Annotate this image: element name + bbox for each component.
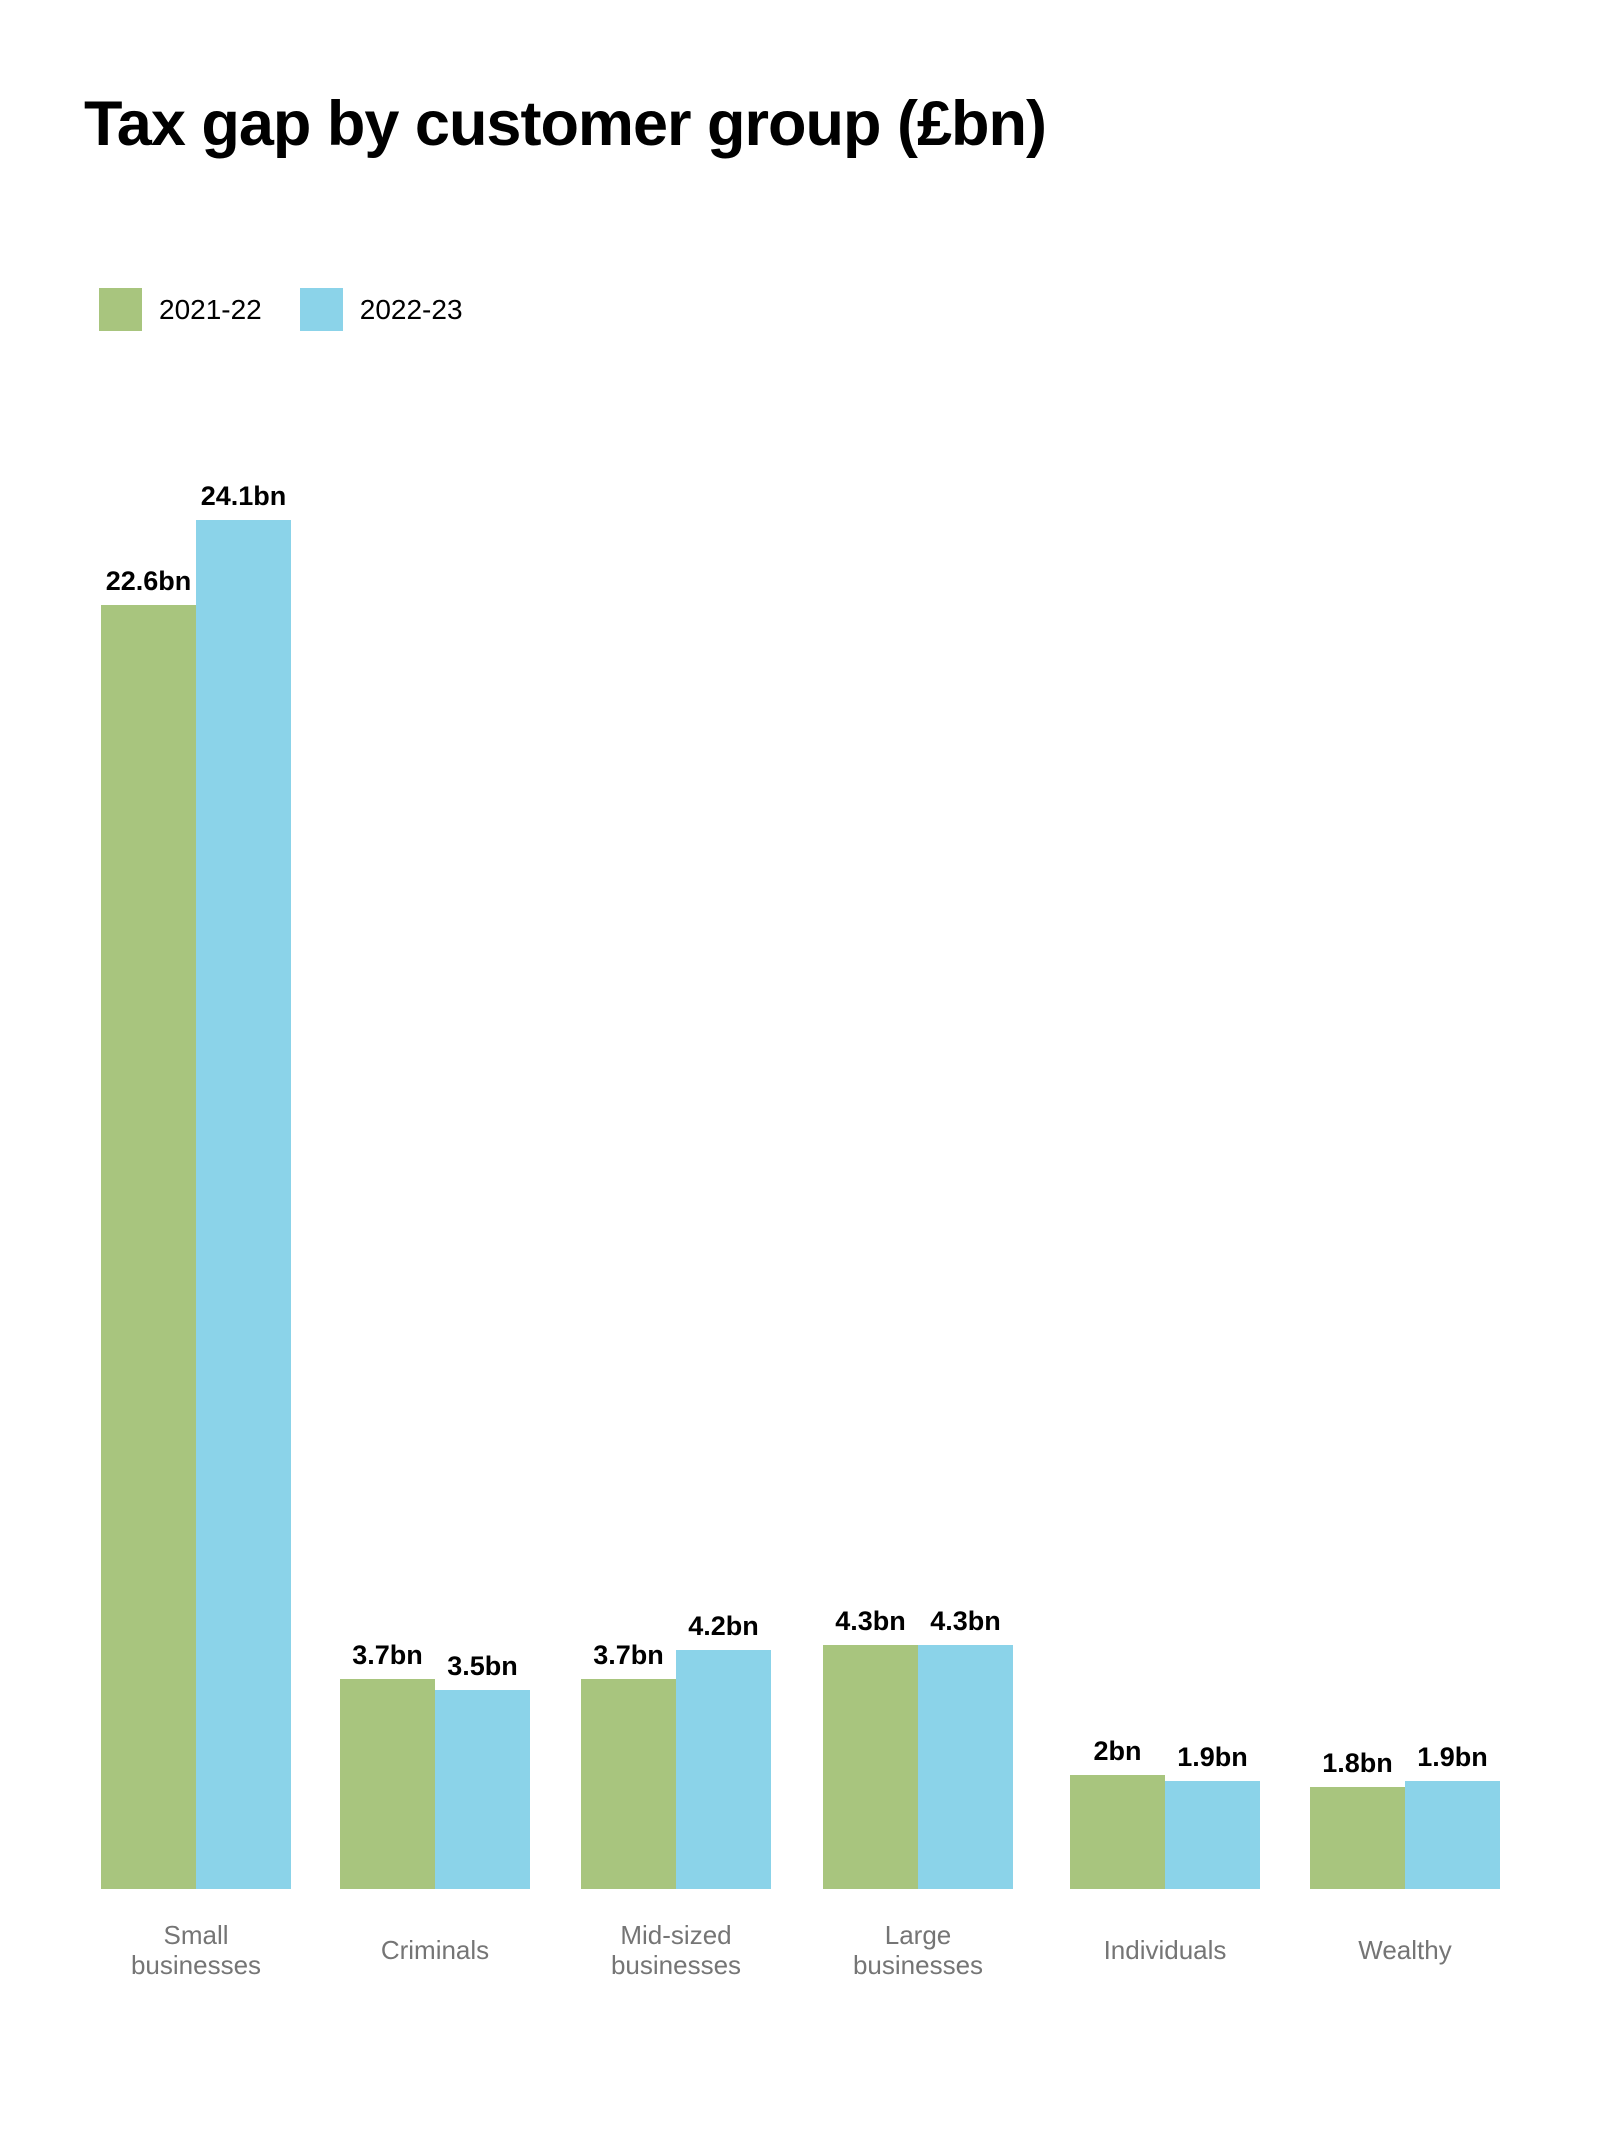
bar-value-label: 22.6bn — [105, 566, 192, 596]
bar-value-label: 24.1bn — [200, 481, 287, 511]
bar-mid-sized-businesses-2022-23 — [676, 1650, 771, 1889]
bar-small-businesses-2021-22 — [101, 605, 196, 1889]
category-label-line: Individuals — [1103, 1935, 1227, 1965]
bar-small-businesses-2022-23 — [196, 520, 291, 1889]
bar-criminals-2022-23 — [435, 1690, 530, 1889]
bar-value-label: 4.2bn — [688, 1611, 759, 1641]
bar-value-label: 4.3bn — [930, 1606, 1001, 1636]
bar-value-label: 1.9bn — [1417, 1742, 1488, 1772]
bar-wealthy-2021-22 — [1310, 1787, 1405, 1889]
bar-large-businesses-2021-22 — [823, 1645, 918, 1889]
legend-label: 2021-22 — [159, 293, 262, 325]
chart-title: Tax gap by customer group (£bn) — [84, 89, 1047, 159]
bar-value-label: 3.7bn — [352, 1640, 423, 1670]
category-label-line: Small — [163, 1920, 229, 1950]
bar-large-businesses-2022-23 — [918, 1645, 1013, 1889]
category-label-line: Large — [884, 1920, 952, 1950]
bar-individuals-2021-22 — [1070, 1775, 1165, 1889]
legend-item-2022-23: 2022-23 — [299, 288, 463, 331]
bar-criminals-2021-22 — [340, 1679, 435, 1889]
bar-value-label: 1.9bn — [1177, 1742, 1248, 1772]
category-label-line: Wealthy — [1358, 1935, 1452, 1965]
category-label-small-businesses: Small businesses — [76, 1914, 316, 1986]
legend-label: 2022-23 — [359, 293, 463, 325]
category-label-large-businesses: Large businesses — [798, 1914, 1038, 1986]
category-label-line: Mid-sized — [620, 1920, 732, 1950]
bar-individuals-2022-23 — [1165, 1781, 1260, 1889]
bar-value-label: 3.5bn — [447, 1651, 518, 1681]
bar-value-label: 1.8bn — [1322, 1748, 1393, 1778]
legend-item-2021-22: 2021-22 — [99, 288, 262, 331]
category-label-individuals: Individuals — [1045, 1914, 1285, 1986]
category-label-line: businesses — [130, 1950, 262, 1980]
legend: 2021-22 2022-23 — [99, 288, 501, 331]
category-label-mid-sized-businesses: Mid-sized businesses — [556, 1914, 796, 1986]
legend-swatch-2022-23 — [299, 288, 343, 331]
bar-value-label: 2bn — [1093, 1736, 1142, 1766]
legend-swatch-2021-22 — [99, 288, 142, 331]
bar-value-label: 4.3bn — [835, 1606, 906, 1636]
bar-mid-sized-businesses-2021-22 — [581, 1679, 676, 1889]
category-label-line: businesses — [852, 1950, 984, 1980]
category-label-line: Criminals — [380, 1935, 490, 1965]
bar-value-label: 3.7bn — [593, 1640, 664, 1670]
category-label-wealthy: Wealthy — [1285, 1914, 1525, 1986]
category-label-criminals: Criminals — [315, 1914, 555, 1986]
bar-wealthy-2022-23 — [1405, 1781, 1500, 1889]
category-label-line: businesses — [610, 1950, 742, 1980]
